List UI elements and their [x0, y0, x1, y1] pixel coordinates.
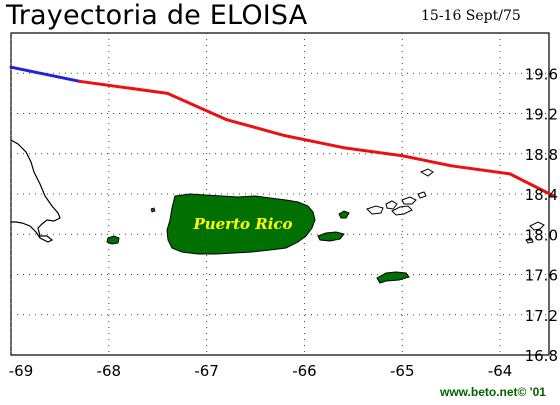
track-segment	[508, 172, 556, 198]
mona-island	[106, 235, 120, 245]
x-tick-label: -64	[488, 362, 513, 380]
y-tick-label: 18.8	[525, 146, 558, 164]
x-tick-label: -65	[390, 362, 415, 380]
credit-text: www.beto.net© '01	[440, 385, 546, 399]
y-tick-label: 17.2	[525, 307, 558, 325]
y-tick-label: 17.6	[525, 267, 558, 285]
track-segment	[166, 91, 228, 122]
track-segment	[342, 146, 404, 158]
y-tick-label: 19.2	[525, 106, 558, 124]
hurricane-track	[9, 65, 556, 198]
st-martin-island	[529, 221, 545, 231]
y-tick-label: 18.0	[525, 226, 558, 244]
track-segment	[449, 164, 512, 176]
track-segment	[77, 79, 170, 95]
x-axis-ticks: -69 -68 -67 -66 -65 -64	[9, 362, 513, 380]
desecheo-island	[150, 207, 156, 213]
puerto-rico-island	[166, 193, 316, 255]
x-tick-label: -67	[194, 362, 219, 380]
culebra-island	[338, 210, 350, 219]
hispaniola-coast	[10, 139, 61, 243]
puerto-rico-label: Puerto Rico	[192, 215, 292, 233]
grid-lines	[10, 33, 549, 355]
plot-frame	[10, 32, 550, 356]
date-label: 15-16 Sept/75	[421, 8, 521, 24]
x-tick-label: -68	[97, 362, 122, 380]
y-tick-label: 19.6	[525, 65, 558, 83]
x-tick-label: -66	[292, 362, 317, 380]
virgin-islands	[366, 168, 434, 216]
map-title: Trayectoria de ELOISA	[6, 0, 308, 31]
x-tick-label: -69	[9, 362, 34, 380]
track-segment	[283, 134, 346, 150]
vieques-island	[317, 231, 345, 242]
y-tick-label: 18.4	[525, 186, 558, 204]
y-tick-label: 16.8	[525, 347, 558, 365]
track-segment	[224, 118, 287, 138]
track-segment	[9, 65, 81, 83]
saba-island	[525, 237, 534, 244]
track-segment	[400, 154, 453, 168]
st-croix-island	[376, 271, 410, 284]
y-axis-ticks: 19.6 19.2 18.8 18.4 18.0 17.6 17.2 16.8	[525, 65, 558, 365]
